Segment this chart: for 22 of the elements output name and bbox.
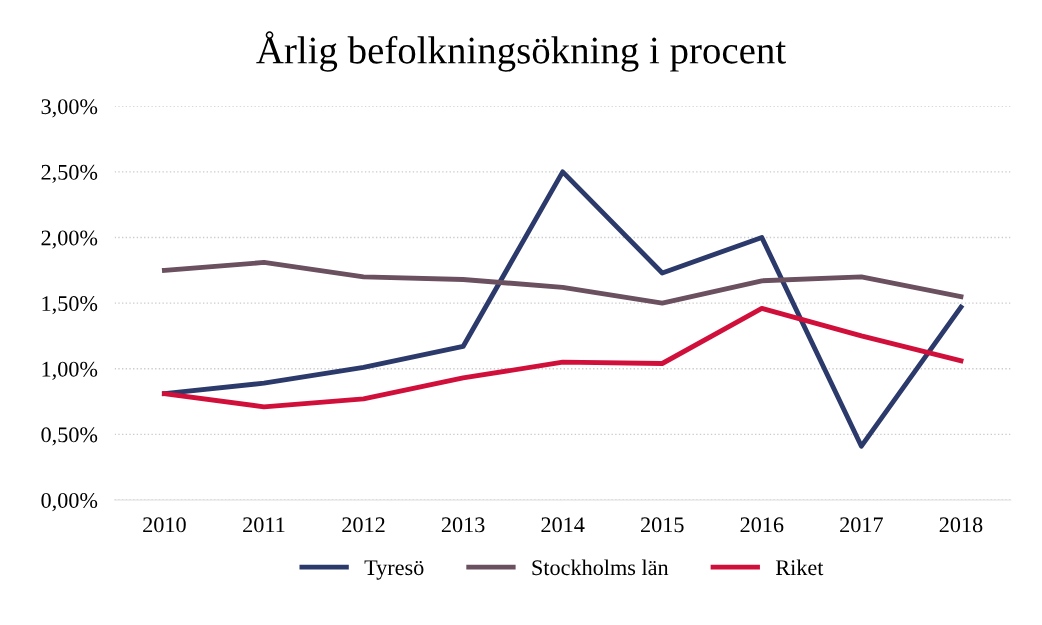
x-tick-label: 2011 xyxy=(243,517,285,533)
x-tick-label: 2014 xyxy=(541,517,585,533)
x-tick-label: 2018 xyxy=(939,517,983,533)
x-tick-label: 2012 xyxy=(342,517,385,533)
y-tick-label: 1,00% xyxy=(42,361,98,380)
legend-label: Tyresö xyxy=(364,560,424,580)
legend-label: Riket xyxy=(775,559,824,576)
legend-label: Stockholms län xyxy=(532,559,669,576)
y-tick-label: 2,00% xyxy=(41,230,98,249)
x-tick-label: 2010 xyxy=(143,517,186,533)
x-tick-label: 2013 xyxy=(441,517,485,533)
x-tick-label: 2016 xyxy=(740,517,784,533)
y-tick-label: 0,50% xyxy=(41,427,98,446)
line-series xyxy=(161,260,964,306)
y-tick-label: 0,00% xyxy=(41,492,98,512)
y-tick-label: 3,00% xyxy=(41,99,98,118)
x-tick-label: 2017 xyxy=(840,517,883,533)
chart-title: Årlig befolkningsökning i procent xyxy=(256,31,786,72)
y-tick-label: 1,50% xyxy=(42,296,98,315)
x-tick-label: 2015 xyxy=(641,517,684,533)
y-tick-label: 2,50% xyxy=(41,164,98,183)
line-series xyxy=(161,305,964,410)
